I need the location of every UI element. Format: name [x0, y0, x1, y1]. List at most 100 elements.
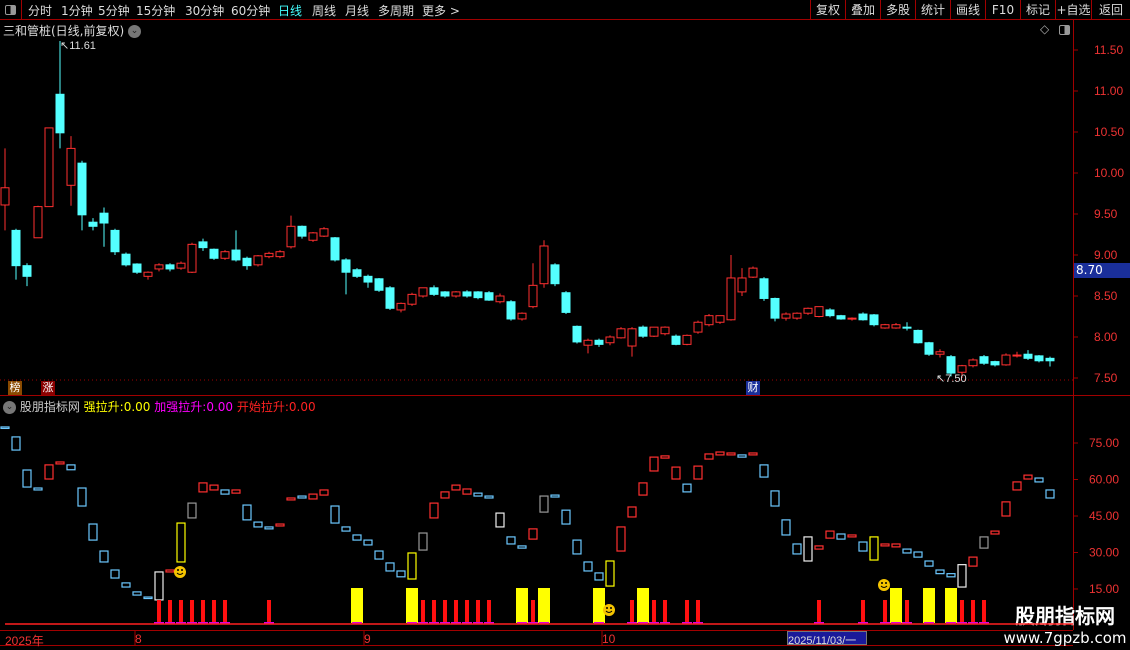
- chevron-down-icon[interactable]: ⌄: [3, 401, 16, 414]
- smiley-eye: [177, 569, 179, 571]
- candle-down: [110, 229, 120, 253]
- indicator-box: [187, 502, 197, 519]
- f10-button[interactable]: F10: [985, 0, 1020, 20]
- overlay-button[interactable]: 叠加: [845, 0, 880, 20]
- tag-limit-up[interactable]: 涨: [41, 381, 55, 395]
- indicator-box: [484, 495, 494, 499]
- signal-bar-red: [696, 600, 700, 623]
- period-tab-daily[interactable]: 日线: [278, 4, 303, 18]
- signal-base-mark: [154, 622, 164, 624]
- indicator-box: [418, 532, 428, 551]
- signal-bar-red: [267, 600, 271, 623]
- candle-down: [561, 292, 571, 313]
- signal-bar-red: [817, 600, 821, 623]
- restore-rights-button[interactable]: 复权: [810, 0, 845, 20]
- period-tab[interactable]: 1分钟: [61, 4, 93, 18]
- candle-down: [869, 314, 879, 326]
- date-label: 8: [135, 632, 142, 646]
- cursor-date-label: 2025/11/03/一: [787, 631, 867, 647]
- diamond-icon[interactable]: ◇: [1040, 22, 1050, 36]
- indicator-box: [847, 534, 857, 538]
- indicator-box: [275, 523, 285, 527]
- candle-down: [198, 241, 208, 249]
- candle-up: [847, 317, 857, 320]
- indicator-box: [924, 560, 934, 567]
- candle-up: [968, 359, 978, 367]
- chevron-down-icon[interactable]: ⌄: [128, 25, 142, 38]
- signal-base-mark: [660, 622, 670, 624]
- candle-down: [165, 264, 175, 270]
- indicator-box: [220, 489, 230, 495]
- candle-down: [99, 212, 109, 224]
- signal-base-mark: [682, 622, 692, 624]
- indicator-box: [209, 484, 219, 491]
- more-periods[interactable]: 更多 >: [422, 4, 460, 18]
- period-tab[interactable]: 月线: [345, 4, 370, 18]
- candle-up: [1001, 354, 1011, 366]
- price-tick-label: 7.50: [1094, 371, 1118, 385]
- multi-stock-button[interactable]: 多股: [880, 0, 915, 20]
- candle-down: [858, 313, 868, 321]
- indicator-box: [550, 494, 560, 498]
- low-price-mark: ↖7.50: [936, 373, 967, 385]
- candle-down: [121, 253, 131, 266]
- period-tab[interactable]: 分时: [28, 4, 53, 18]
- candle-down: [825, 309, 835, 317]
- signal-base-mark: [440, 622, 450, 624]
- signal-bar-yellow: [945, 588, 957, 623]
- signal-base-mark: [979, 622, 989, 624]
- signal-base-mark: [352, 622, 362, 624]
- panel-toggle-icon[interactable]: [1059, 25, 1070, 35]
- candle-down: [770, 297, 780, 319]
- indicator-box: [99, 550, 109, 563]
- signal-base-mark: [462, 622, 472, 624]
- candle-down: [429, 287, 439, 295]
- add-watchlist-button[interactable]: +自选: [1055, 0, 1091, 20]
- panel-toggle-icon[interactable]: [0, 0, 22, 20]
- signal-base-mark: [627, 622, 637, 624]
- price-tick-label: 11.00: [1094, 84, 1123, 98]
- indicator-box: [231, 489, 241, 494]
- price-tick-label: 9.50: [1094, 207, 1118, 221]
- tag-finance[interactable]: 财: [746, 381, 760, 395]
- indicator-box: [44, 464, 54, 480]
- indicator-box: [110, 569, 120, 579]
- period-tab[interactable]: 30分钟: [185, 4, 225, 18]
- draw-line-button[interactable]: 画线: [950, 0, 985, 20]
- panel-divider[interactable]: [0, 395, 1130, 396]
- tag-rank[interactable]: 榜: [8, 381, 22, 395]
- indicator-box: [77, 487, 87, 507]
- smiley-mouth: [176, 572, 184, 575]
- price-tick-label: 8.00: [1094, 330, 1118, 344]
- signal-bar-yellow: [406, 588, 418, 623]
- signal-bar-red: [960, 600, 964, 623]
- signal-base-mark: [176, 622, 186, 624]
- signal-bar-yellow: [593, 588, 605, 623]
- back-button[interactable]: 返回: [1091, 0, 1130, 20]
- indicator-box: [22, 469, 32, 488]
- candle-down: [836, 315, 846, 320]
- candle-up: [396, 302, 406, 311]
- candle-up: [616, 328, 626, 339]
- signal-bar-red: [883, 600, 887, 623]
- signal-bar-red: [421, 600, 425, 623]
- candle-down: [473, 291, 483, 299]
- indicator-box: [759, 464, 769, 478]
- statistics-button[interactable]: 统计: [915, 0, 950, 20]
- signal-base-mark: [693, 622, 703, 624]
- mark-button[interactable]: 标记: [1020, 0, 1055, 20]
- period-tab[interactable]: 多周期: [378, 4, 415, 18]
- candle-up: [143, 271, 153, 277]
- signal-bar-red: [630, 600, 634, 623]
- candle-down: [572, 325, 582, 343]
- indicator-box: [319, 489, 329, 496]
- stock-title[interactable]: 三和管桩(日线,前复权) ⌄: [3, 22, 142, 39]
- candle-up: [737, 277, 747, 293]
- signal-base-mark: [902, 622, 912, 624]
- period-tab[interactable]: 周线: [312, 4, 337, 18]
- period-tab[interactable]: 5分钟: [98, 4, 130, 18]
- period-tab[interactable]: 60分钟: [231, 4, 271, 18]
- period-tab[interactable]: 15分钟: [136, 4, 176, 18]
- candle-up: [418, 287, 428, 297]
